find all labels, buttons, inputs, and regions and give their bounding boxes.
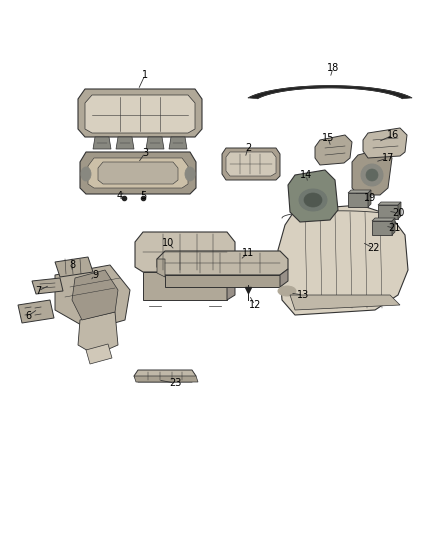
Text: 13: 13	[297, 290, 309, 300]
Polygon shape	[368, 190, 371, 207]
Polygon shape	[398, 202, 401, 219]
Polygon shape	[165, 275, 280, 287]
Ellipse shape	[185, 167, 195, 181]
Polygon shape	[169, 137, 187, 149]
Text: 2: 2	[245, 143, 251, 153]
Text: 9: 9	[92, 270, 98, 280]
Polygon shape	[85, 95, 195, 133]
Text: 1: 1	[142, 70, 148, 80]
Text: 21: 21	[388, 223, 400, 233]
Polygon shape	[278, 205, 408, 315]
Ellipse shape	[299, 189, 327, 211]
Ellipse shape	[278, 286, 296, 296]
Polygon shape	[157, 259, 165, 277]
Polygon shape	[363, 128, 407, 158]
Polygon shape	[98, 162, 178, 184]
Polygon shape	[72, 270, 118, 320]
Polygon shape	[348, 193, 368, 207]
Polygon shape	[134, 376, 198, 382]
Text: 14: 14	[300, 170, 312, 180]
Polygon shape	[146, 137, 164, 149]
Text: 12: 12	[249, 300, 261, 310]
Polygon shape	[32, 278, 63, 294]
Polygon shape	[352, 148, 392, 195]
Text: 18: 18	[327, 63, 339, 73]
Text: 5: 5	[140, 191, 146, 201]
Polygon shape	[116, 137, 134, 149]
Polygon shape	[93, 137, 111, 149]
Polygon shape	[88, 158, 188, 188]
Text: 6: 6	[25, 311, 31, 321]
Text: 4: 4	[117, 191, 123, 201]
Polygon shape	[227, 267, 235, 300]
Text: 19: 19	[364, 193, 376, 203]
Ellipse shape	[366, 169, 378, 181]
Text: 22: 22	[367, 243, 379, 253]
Polygon shape	[78, 89, 202, 137]
Text: 20: 20	[392, 208, 404, 218]
Polygon shape	[222, 148, 280, 180]
Polygon shape	[288, 170, 338, 222]
Polygon shape	[134, 370, 196, 382]
Text: 10: 10	[162, 238, 174, 248]
Polygon shape	[86, 344, 112, 364]
Polygon shape	[348, 190, 371, 193]
Polygon shape	[372, 218, 395, 221]
Polygon shape	[315, 135, 352, 165]
Polygon shape	[226, 152, 276, 176]
Text: 23: 23	[169, 378, 181, 388]
Text: 8: 8	[69, 260, 75, 270]
Text: 17: 17	[382, 153, 394, 163]
Polygon shape	[280, 269, 288, 287]
Polygon shape	[372, 221, 392, 235]
Polygon shape	[248, 86, 412, 99]
Polygon shape	[18, 300, 54, 323]
Text: 3: 3	[142, 148, 148, 158]
Polygon shape	[143, 272, 227, 300]
Polygon shape	[80, 152, 196, 194]
Text: 7: 7	[35, 286, 41, 296]
Polygon shape	[55, 265, 130, 330]
Polygon shape	[157, 251, 288, 275]
Ellipse shape	[81, 167, 91, 181]
Polygon shape	[392, 218, 395, 235]
Ellipse shape	[361, 164, 383, 186]
Polygon shape	[290, 295, 400, 310]
Polygon shape	[78, 312, 118, 355]
Text: 16: 16	[387, 130, 399, 140]
Text: 11: 11	[242, 248, 254, 258]
Polygon shape	[378, 205, 398, 219]
Polygon shape	[378, 202, 401, 205]
Text: 15: 15	[322, 133, 334, 143]
Polygon shape	[55, 257, 93, 277]
Polygon shape	[135, 232, 235, 272]
Ellipse shape	[304, 193, 322, 207]
